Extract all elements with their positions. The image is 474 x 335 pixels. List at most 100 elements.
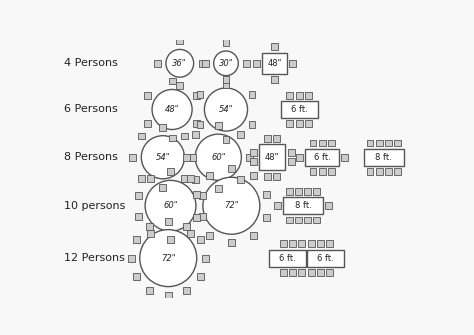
Text: 4 Persons: 4 Persons [64, 58, 118, 68]
FancyBboxPatch shape [264, 173, 271, 180]
FancyBboxPatch shape [193, 92, 200, 99]
FancyBboxPatch shape [206, 173, 213, 179]
FancyBboxPatch shape [273, 173, 280, 180]
FancyBboxPatch shape [228, 165, 235, 172]
Text: 72": 72" [224, 201, 239, 210]
FancyBboxPatch shape [222, 136, 229, 143]
Text: 6 ft.: 6 ft. [314, 153, 330, 162]
FancyBboxPatch shape [222, 76, 229, 83]
FancyBboxPatch shape [305, 92, 312, 99]
FancyBboxPatch shape [237, 131, 244, 138]
FancyBboxPatch shape [325, 202, 332, 209]
Ellipse shape [203, 177, 260, 234]
FancyBboxPatch shape [181, 175, 188, 182]
FancyBboxPatch shape [129, 154, 137, 161]
FancyBboxPatch shape [248, 121, 255, 128]
FancyBboxPatch shape [288, 149, 294, 156]
FancyBboxPatch shape [326, 269, 333, 276]
FancyBboxPatch shape [138, 175, 145, 182]
FancyBboxPatch shape [313, 188, 320, 195]
Text: 54": 54" [219, 105, 233, 114]
FancyBboxPatch shape [366, 168, 374, 175]
FancyBboxPatch shape [147, 175, 154, 182]
FancyBboxPatch shape [271, 43, 278, 50]
FancyBboxPatch shape [263, 214, 270, 221]
FancyBboxPatch shape [193, 120, 200, 127]
FancyBboxPatch shape [308, 241, 315, 247]
FancyBboxPatch shape [187, 230, 194, 237]
FancyBboxPatch shape [237, 176, 244, 183]
FancyBboxPatch shape [199, 60, 206, 67]
FancyBboxPatch shape [273, 135, 280, 142]
FancyBboxPatch shape [147, 230, 154, 237]
FancyBboxPatch shape [385, 140, 392, 146]
FancyBboxPatch shape [146, 223, 153, 229]
Ellipse shape [195, 134, 241, 180]
FancyBboxPatch shape [181, 133, 188, 139]
FancyBboxPatch shape [165, 218, 172, 224]
FancyBboxPatch shape [394, 168, 401, 175]
FancyBboxPatch shape [169, 77, 175, 84]
FancyBboxPatch shape [319, 140, 326, 146]
FancyBboxPatch shape [328, 168, 335, 175]
FancyBboxPatch shape [298, 241, 305, 247]
Text: 72": 72" [161, 254, 175, 263]
FancyBboxPatch shape [154, 60, 161, 67]
Text: 6 Persons: 6 Persons [64, 105, 118, 115]
FancyBboxPatch shape [250, 173, 256, 179]
FancyBboxPatch shape [165, 291, 172, 298]
Text: 48": 48" [267, 59, 282, 68]
Text: 12 Persons: 12 Persons [64, 253, 125, 263]
FancyBboxPatch shape [281, 101, 318, 118]
Text: 60": 60" [163, 201, 178, 210]
FancyBboxPatch shape [128, 255, 135, 262]
FancyBboxPatch shape [183, 223, 190, 229]
FancyBboxPatch shape [202, 60, 209, 67]
FancyBboxPatch shape [317, 269, 324, 276]
FancyBboxPatch shape [192, 131, 200, 138]
FancyBboxPatch shape [133, 273, 140, 280]
FancyBboxPatch shape [295, 216, 302, 223]
FancyBboxPatch shape [364, 149, 404, 166]
FancyBboxPatch shape [366, 140, 374, 146]
FancyBboxPatch shape [313, 216, 320, 223]
Ellipse shape [152, 89, 192, 130]
FancyBboxPatch shape [222, 39, 229, 46]
FancyBboxPatch shape [286, 92, 293, 99]
FancyBboxPatch shape [376, 168, 383, 175]
FancyBboxPatch shape [144, 120, 151, 127]
FancyBboxPatch shape [304, 216, 311, 223]
FancyBboxPatch shape [253, 60, 260, 67]
FancyBboxPatch shape [286, 120, 293, 127]
FancyBboxPatch shape [246, 154, 253, 161]
FancyBboxPatch shape [269, 250, 306, 267]
FancyBboxPatch shape [228, 239, 235, 246]
FancyBboxPatch shape [296, 92, 302, 99]
FancyBboxPatch shape [250, 149, 257, 156]
FancyBboxPatch shape [169, 135, 175, 141]
FancyBboxPatch shape [328, 140, 335, 146]
Ellipse shape [214, 51, 238, 76]
FancyBboxPatch shape [197, 121, 203, 128]
FancyBboxPatch shape [193, 191, 200, 198]
FancyBboxPatch shape [264, 135, 271, 142]
FancyBboxPatch shape [243, 60, 250, 67]
FancyBboxPatch shape [289, 60, 296, 67]
FancyBboxPatch shape [138, 133, 145, 139]
FancyBboxPatch shape [295, 188, 302, 195]
Text: 60": 60" [211, 153, 226, 162]
Text: 36": 36" [173, 59, 187, 68]
Text: 30": 30" [219, 59, 233, 68]
FancyBboxPatch shape [273, 202, 281, 209]
FancyBboxPatch shape [176, 38, 183, 45]
FancyBboxPatch shape [307, 250, 344, 267]
FancyBboxPatch shape [326, 241, 333, 247]
FancyBboxPatch shape [159, 184, 166, 191]
FancyBboxPatch shape [298, 269, 305, 276]
Text: 8 ft.: 8 ft. [295, 201, 311, 210]
FancyBboxPatch shape [341, 154, 348, 161]
FancyBboxPatch shape [280, 269, 287, 276]
FancyBboxPatch shape [197, 236, 204, 243]
FancyBboxPatch shape [385, 168, 392, 175]
Text: 6 ft.: 6 ft. [279, 254, 296, 263]
